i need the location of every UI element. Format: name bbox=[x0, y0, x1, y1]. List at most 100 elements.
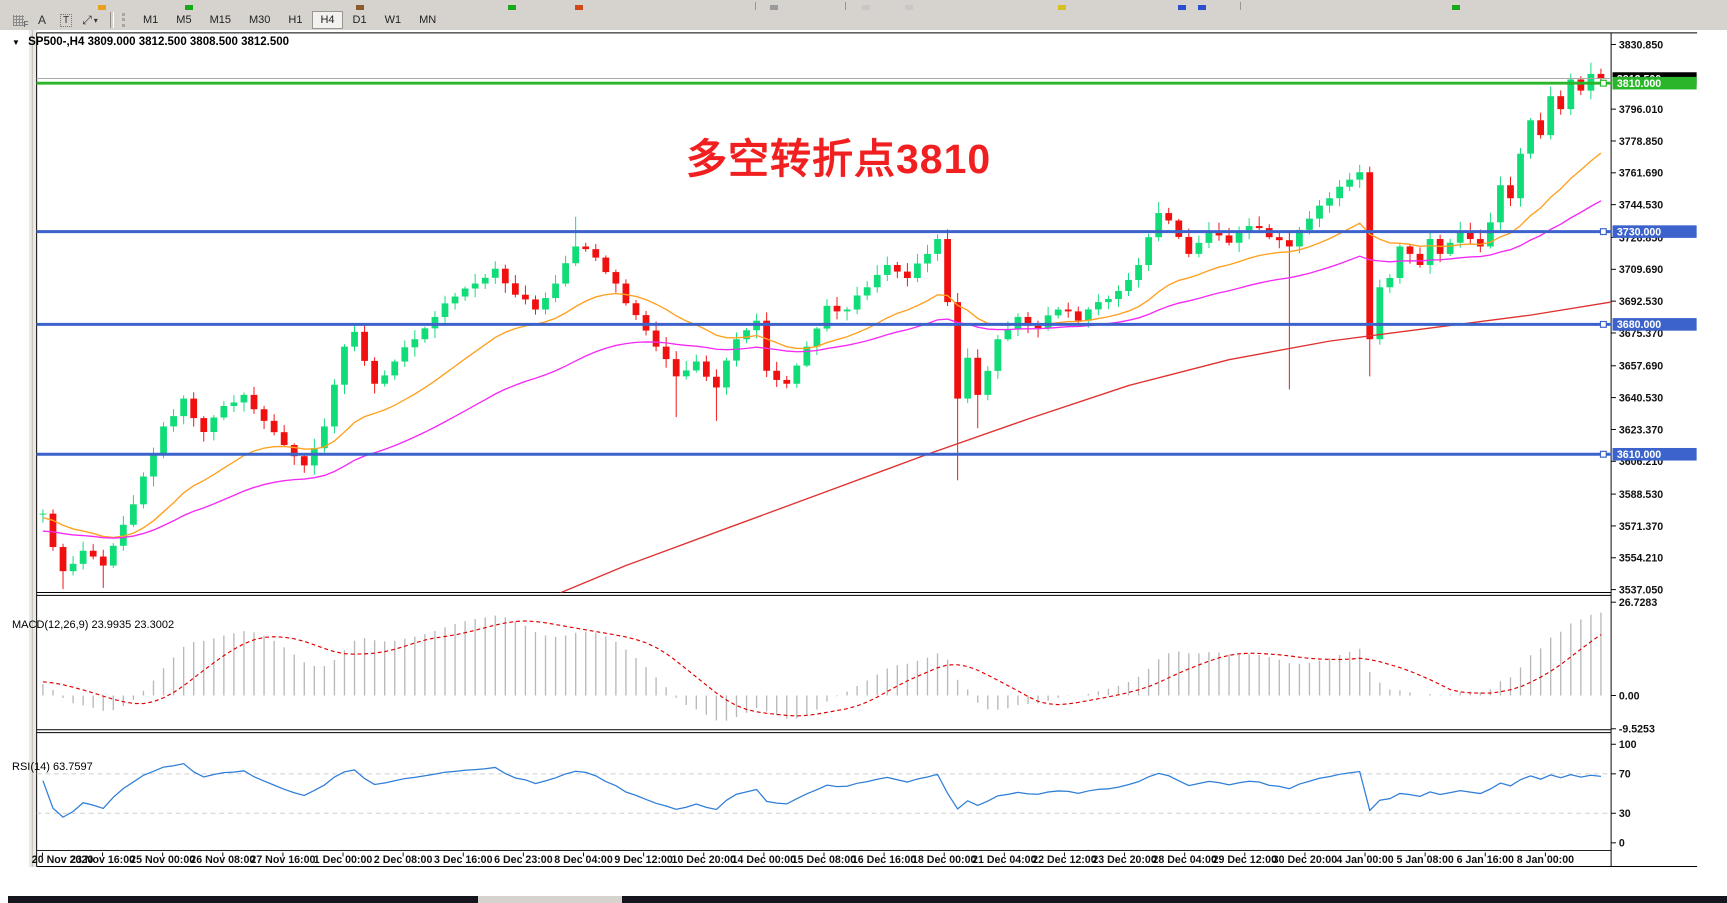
cropped-icon bbox=[1178, 5, 1186, 10]
text-box-tool-button[interactable]: T bbox=[56, 11, 76, 29]
svg-text:9 Dec 12:00: 9 Dec 12:00 bbox=[614, 854, 673, 866]
rsi-layer bbox=[36, 763, 1612, 818]
svg-text:3 Dec 16:00: 3 Dec 16:00 bbox=[434, 854, 493, 866]
svg-text:30: 30 bbox=[1619, 808, 1631, 820]
timeframe-button-m15[interactable]: M15 bbox=[209, 14, 231, 26]
arrow-objects-tool-button[interactable]: ⤢ ▾ bbox=[80, 11, 100, 29]
symbol-period-label: SP500-,H4 bbox=[28, 36, 85, 48]
text-label-tool-button[interactable]: A bbox=[37, 13, 46, 27]
svg-text:22 Dec 12:00: 22 Dec 12:00 bbox=[1032, 854, 1096, 866]
timeframe-button-m1[interactable]: M1 bbox=[143, 14, 159, 26]
toolbar-separator bbox=[845, 2, 846, 10]
svg-text:29 Dec 12:00: 29 Dec 12:00 bbox=[1213, 854, 1277, 866]
chart-svg: 3830.850 3796.010 3778.850 3761.690 3744.530… bbox=[28, 30, 1699, 868]
timeframe-button-d1[interactable]: D1 bbox=[352, 14, 367, 26]
macd-name: MACD(12,26,9) bbox=[12, 619, 89, 631]
cropped-icon bbox=[185, 5, 193, 10]
toolbar-separator bbox=[755, 2, 756, 10]
svg-text:14 Dec 00:00: 14 Dec 00:00 bbox=[732, 854, 796, 866]
toolbar-drag-handle[interactable] bbox=[122, 13, 128, 27]
svg-text:26 Nov 08:00: 26 Nov 08:00 bbox=[190, 854, 255, 866]
svg-text:15 Dec 08:00: 15 Dec 08:00 bbox=[792, 854, 856, 866]
rsi-indicator-label: RSI(14) 63.7597 bbox=[12, 761, 93, 773]
chart-title: ▼ SP500-,H4 3809.000 3812.500 3808.500 3… bbox=[12, 36, 289, 48]
svg-text:3796.010: 3796.010 bbox=[1619, 104, 1663, 116]
svg-text:27 Nov 16:00: 27 Nov 16:00 bbox=[250, 854, 315, 866]
svg-text:3610.000: 3610.000 bbox=[1617, 449, 1661, 461]
svg-text:3657.690: 3657.690 bbox=[1619, 361, 1663, 373]
bottom-strip-gap bbox=[478, 896, 622, 903]
svg-text:3692.530: 3692.530 bbox=[1619, 296, 1663, 308]
svg-text:5 Jan 08:00: 5 Jan 08:00 bbox=[1396, 854, 1453, 866]
svg-text:70: 70 bbox=[1619, 769, 1631, 781]
cropped-icon bbox=[575, 5, 583, 10]
cropped-icon bbox=[905, 5, 913, 10]
svg-text:1 Dec 00:00: 1 Dec 00:00 bbox=[314, 854, 373, 866]
crosshair-tool-button[interactable]: F bbox=[8, 11, 29, 29]
svg-text:26.7283: 26.7283 bbox=[1619, 597, 1657, 609]
svg-text:0.00: 0.00 bbox=[1619, 690, 1640, 702]
collapse-triangle-icon[interactable]: ▼ bbox=[12, 38, 20, 47]
svg-text:16 Dec 16:00: 16 Dec 16:00 bbox=[852, 854, 916, 866]
cropped-icon bbox=[862, 5, 870, 10]
svg-text:3778.850: 3778.850 bbox=[1619, 136, 1663, 148]
cropped-icon bbox=[1198, 5, 1206, 10]
cropped-icon bbox=[770, 5, 778, 10]
macd-main-value: 23.9935 bbox=[91, 619, 132, 631]
timeframe-button-mn[interactable]: MN bbox=[419, 14, 437, 26]
svg-text:3709.690: 3709.690 bbox=[1619, 264, 1663, 276]
svg-text:3810.000: 3810.000 bbox=[1617, 78, 1661, 90]
svg-text:2 Dec 08:00: 2 Dec 08:00 bbox=[374, 854, 433, 866]
timeframe-button-h4[interactable]: H4 bbox=[312, 11, 343, 29]
toolbar-separator bbox=[1240, 2, 1241, 10]
level-lines-layer[interactable] bbox=[36, 78, 1612, 458]
svg-text:3830.850: 3830.850 bbox=[1619, 39, 1663, 51]
tool-button-group: F A T ⤢ ▾ bbox=[8, 11, 104, 29]
timeframe-button-m30[interactable]: M30 bbox=[248, 14, 271, 26]
cropped-icon bbox=[1058, 5, 1066, 10]
svg-text:3537.050: 3537.050 bbox=[1619, 584, 1663, 596]
svg-text:8 Jan 00:00: 8 Jan 00:00 bbox=[1517, 854, 1574, 866]
timeframe-button-w1[interactable]: W1 bbox=[384, 14, 402, 26]
svg-text:4 Jan 00:00: 4 Jan 00:00 bbox=[1336, 854, 1393, 866]
rsi-value: 63.7597 bbox=[52, 761, 93, 773]
svg-text:3588.530: 3588.530 bbox=[1619, 489, 1663, 501]
rsi-axis: 100 70 30 0 bbox=[1611, 739, 1637, 850]
macd-axis: 26.7283 0.00 -9.5253 bbox=[1611, 597, 1657, 736]
rsi-name: RSI(14) bbox=[12, 761, 50, 773]
svg-text:3761.690: 3761.690 bbox=[1619, 168, 1663, 180]
svg-text:25 Nov 00:00: 25 Nov 00:00 bbox=[130, 854, 195, 866]
svg-text:100: 100 bbox=[1619, 739, 1637, 751]
svg-text:8 Dec 04:00: 8 Dec 04:00 bbox=[554, 854, 613, 866]
macd-signal-value: 23.3002 bbox=[134, 619, 175, 631]
cropped-icon bbox=[356, 5, 364, 10]
svg-text:23 Nov 16:00: 23 Nov 16:00 bbox=[70, 854, 135, 866]
arrow-tool-icon: ⤢ bbox=[82, 12, 92, 27]
price-axis: 3830.850 3796.010 3778.850 3761.690 3744.530… bbox=[1611, 39, 1697, 596]
svg-text:6 Dec 23:00: 6 Dec 23:00 bbox=[494, 854, 553, 866]
ohlc-values: 3809.000 3812.500 3808.500 3812.500 bbox=[87, 36, 290, 48]
svg-text:28 Dec 04:00: 28 Dec 04:00 bbox=[1152, 854, 1216, 866]
cropped-icon bbox=[508, 5, 516, 10]
dropdown-caret-icon: ▾ bbox=[93, 15, 98, 25]
text-box-icon: T bbox=[59, 13, 73, 27]
svg-text:21 Dec 04:00: 21 Dec 04:00 bbox=[972, 854, 1036, 866]
svg-text:10 Dec 20:00: 10 Dec 20:00 bbox=[672, 854, 736, 866]
svg-text:3571.370: 3571.370 bbox=[1619, 521, 1663, 533]
macd-indicator-label: MACD(12,26,9) 23.9935 23.3002 bbox=[12, 619, 174, 631]
svg-text:-9.5253: -9.5253 bbox=[1619, 724, 1655, 736]
timeframe-button-h1[interactable]: H1 bbox=[288, 14, 303, 26]
svg-text:3640.530: 3640.530 bbox=[1619, 392, 1663, 404]
svg-text:6 Jan 16:00: 6 Jan 16:00 bbox=[1457, 854, 1514, 866]
cropped-icon bbox=[1452, 5, 1460, 10]
svg-text:3744.530: 3744.530 bbox=[1619, 200, 1663, 212]
chart-annotation-text[interactable]: 多空转折点3810 bbox=[686, 136, 992, 182]
toolbar-separator bbox=[110, 12, 114, 28]
svg-text:3680.000: 3680.000 bbox=[1617, 319, 1661, 331]
svg-text:23 Dec 20:00: 23 Dec 20:00 bbox=[1092, 854, 1156, 866]
svg-text:3554.210: 3554.210 bbox=[1619, 553, 1663, 565]
crosshair-grid-icon: F bbox=[12, 14, 29, 29]
timeframe-button-m5[interactable]: M5 bbox=[176, 14, 192, 26]
chart-canvas[interactable]: 3830.850 3796.010 3778.850 3761.690 3744.530… bbox=[0, 30, 1727, 896]
